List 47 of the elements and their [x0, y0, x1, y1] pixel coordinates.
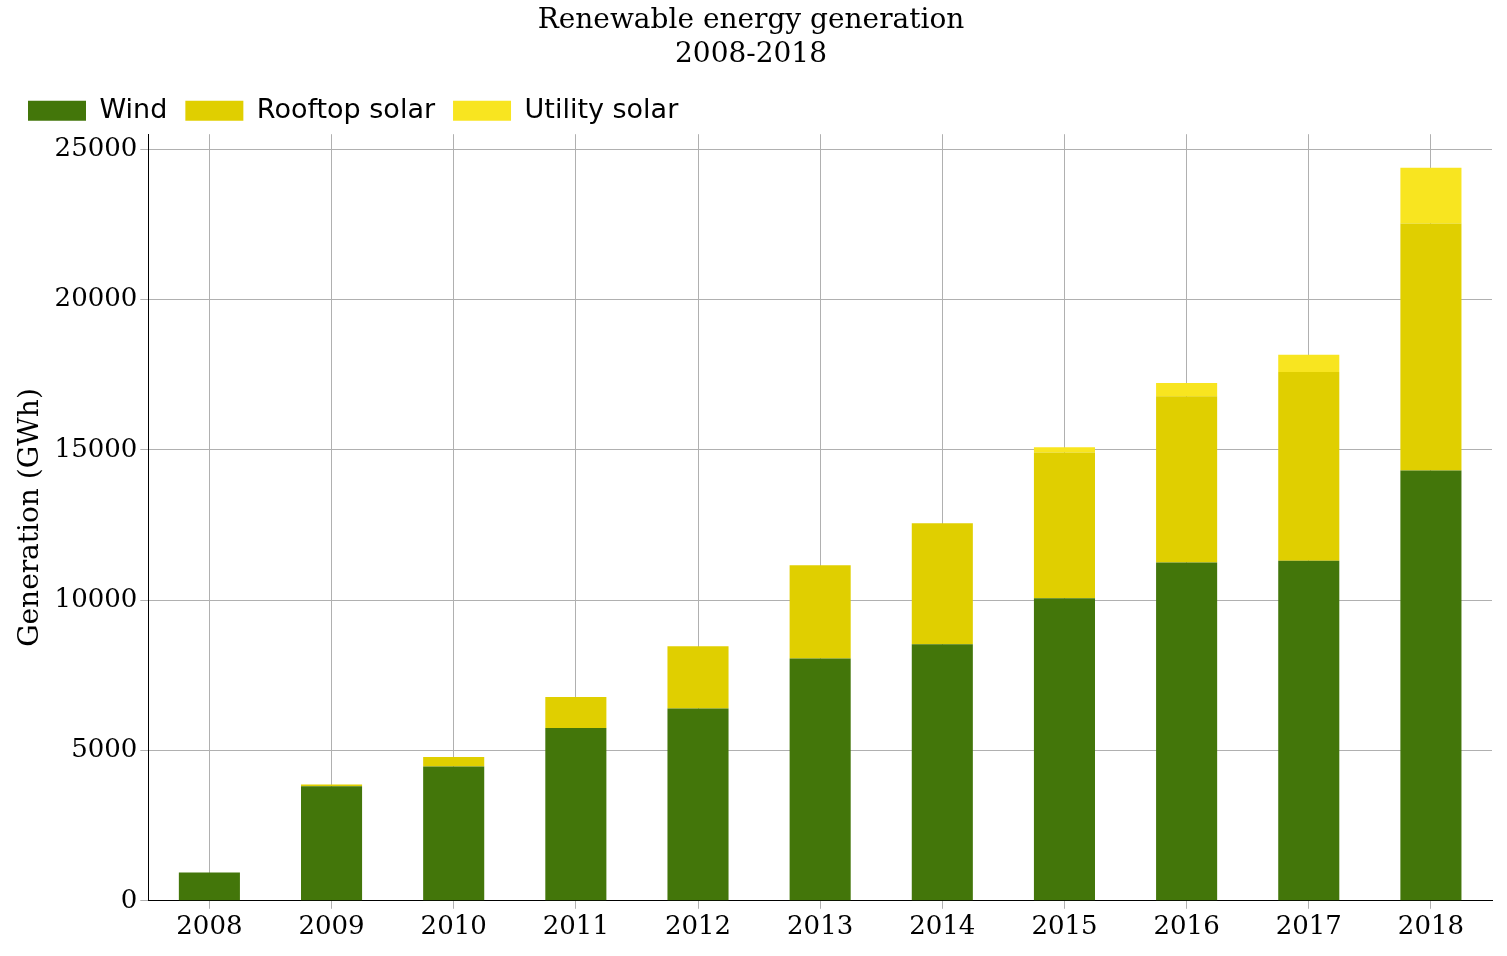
- x-tick-label: 2016: [1153, 910, 1220, 941]
- chart-title: Renewable energy generation: [537, 2, 965, 36]
- bar: [423, 757, 485, 767]
- bar: [1033, 447, 1095, 453]
- bar: [1400, 223, 1462, 471]
- bar: [911, 523, 973, 645]
- bar: [545, 696, 607, 728]
- x-tick-label: 2018: [1397, 910, 1465, 941]
- bar: [178, 872, 240, 901]
- y-tick-label: 10000: [54, 582, 138, 613]
- y-axis-title: Generation (GWh): [12, 388, 46, 647]
- bar: [667, 708, 729, 901]
- bar: [667, 646, 729, 709]
- x-tick-label: 2012: [664, 910, 732, 941]
- bar: [301, 786, 363, 901]
- x-tick-label: 2011: [542, 910, 609, 941]
- bar: [1156, 562, 1218, 901]
- bar: [1033, 598, 1095, 901]
- x-tick-label: 2017: [1275, 910, 1342, 941]
- bar: [1278, 372, 1340, 561]
- bar: [1033, 452, 1095, 599]
- y-tick-label: 25000: [54, 131, 138, 162]
- chart-subtitle: 2008-2018: [675, 35, 827, 69]
- x-tick-label: 2014: [909, 910, 976, 941]
- x-tick-label: 2008: [176, 910, 243, 941]
- bar: [1400, 167, 1462, 224]
- bar: [1400, 470, 1462, 901]
- bar: [789, 658, 851, 901]
- legend-label: Wind: [99, 92, 168, 124]
- y-tick-label: 5000: [71, 733, 138, 764]
- x-tick-label: 2009: [298, 910, 365, 941]
- bar: [1278, 560, 1340, 901]
- y-tick-label: 15000: [54, 432, 138, 463]
- bar: [423, 766, 485, 901]
- bar: [1156, 383, 1218, 397]
- x-tick-label: 2013: [787, 910, 854, 941]
- x-tick-label: 2010: [420, 910, 487, 941]
- y-tick-label: 0: [120, 883, 138, 914]
- bar: [789, 565, 851, 659]
- legend-label: Rooftop solar: [256, 92, 436, 124]
- legend-label: Utility solar: [524, 92, 680, 124]
- x-tick-label: 2015: [1031, 910, 1098, 941]
- bar: [1278, 354, 1340, 372]
- bar: [911, 644, 973, 901]
- bar: [1156, 396, 1218, 563]
- bar: [545, 727, 607, 901]
- y-tick-label: 20000: [54, 282, 138, 313]
